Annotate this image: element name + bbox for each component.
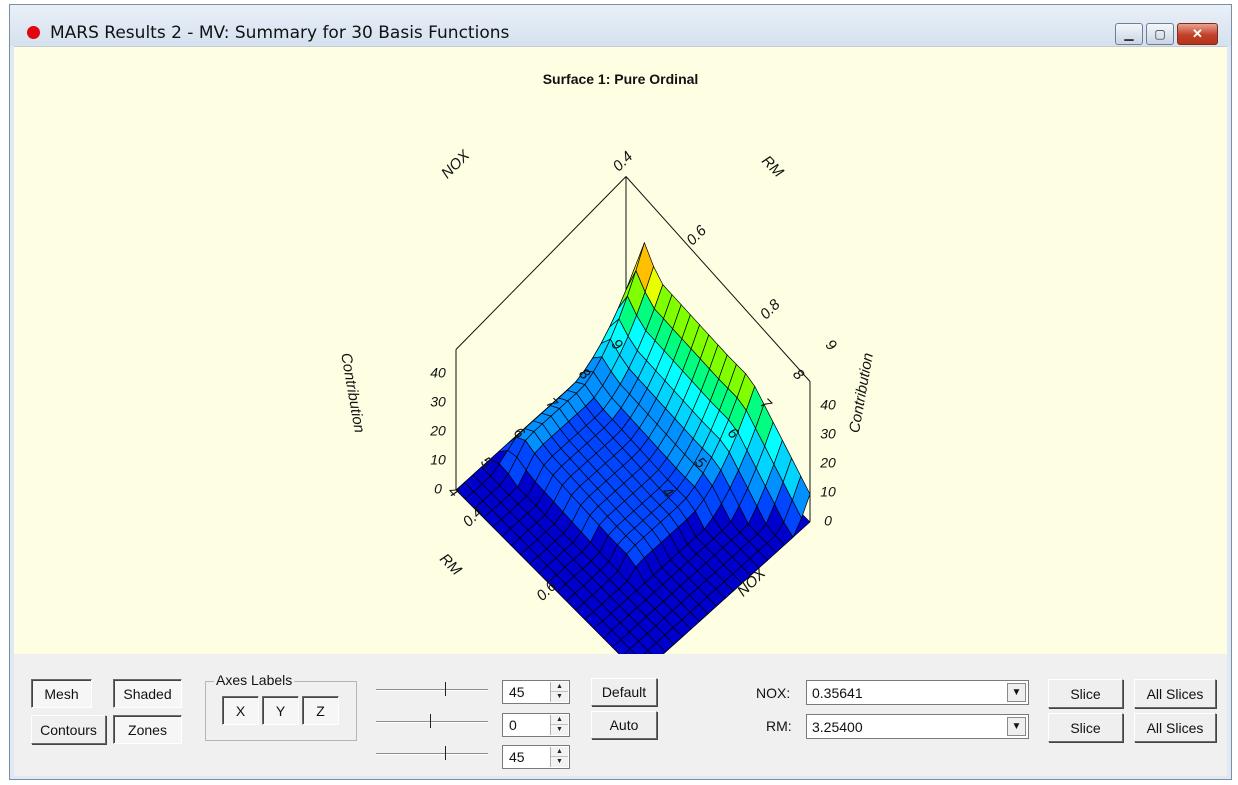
- dropdown-arrow-icon[interactable]: ▼: [1007, 717, 1026, 736]
- contribution-axis-label-right: Contribution: [846, 352, 877, 435]
- rotation-value-1: 45: [509, 684, 525, 700]
- rotation-value-2: 0: [509, 717, 517, 733]
- contribution-tick-label: 10: [430, 452, 446, 468]
- minimize-button[interactable]: ▁: [1115, 23, 1143, 45]
- rm-tick-label-top: 8: [789, 366, 807, 384]
- rm-select[interactable]: 3.25400 ▼: [806, 714, 1029, 739]
- surface-cell: [611, 639, 631, 655]
- surface-cell: [629, 640, 649, 655]
- rotation-spinner-2[interactable]: 0 ▲ ▼: [502, 713, 570, 737]
- rotation-spinner-1[interactable]: 45 ▲ ▼: [502, 680, 570, 704]
- axis-z-toggle[interactable]: Z: [302, 696, 339, 725]
- rotation-slider-2-thumb[interactable]: [430, 714, 431, 728]
- contribution-tick-label-right: 40: [820, 397, 836, 413]
- nox-axis-label-top: NOX: [438, 146, 474, 182]
- rotation-value-3: 45: [509, 749, 525, 765]
- nox-slice-button[interactable]: Slice: [1048, 679, 1123, 708]
- nox-value: 0.35641: [812, 685, 863, 701]
- app-icon: [27, 26, 40, 39]
- rm-axis-label-top: RM: [758, 152, 787, 181]
- surface-cell: [622, 648, 637, 655]
- surface-plot[interactable]: 0.40.40.60.60.80.84455667788990010102020…: [14, 47, 1227, 655]
- axis-y-toggle[interactable]: Y: [262, 696, 299, 725]
- maximize-button[interactable]: ▢: [1146, 23, 1174, 45]
- nox-select[interactable]: 0.35641 ▼: [806, 680, 1029, 705]
- rm-tick-label-top: 9: [822, 336, 840, 354]
- spin-up-arrow-icon[interactable]: ▲: [551, 682, 568, 692]
- nox-label: NOX:: [756, 685, 791, 701]
- surface-mesh: [455, 241, 811, 655]
- mars-results-window: MARS Results 2 - MV: Summary for 30 Basi…: [9, 4, 1232, 780]
- control-panel: Mesh Shaded Contours Zones Axes Labels X…: [14, 654, 1227, 776]
- contribution-tick-label-right: 30: [820, 426, 836, 442]
- rm-value: 3.25400: [812, 719, 863, 735]
- contribution-tick-label: 0: [434, 481, 442, 497]
- surface-cell: [647, 642, 667, 655]
- dropdown-arrow-icon[interactable]: ▼: [1007, 683, 1026, 702]
- nox-tick-label-top: 0.8: [757, 296, 784, 323]
- contribution-tick-label: 20: [429, 423, 446, 439]
- title-bar[interactable]: MARS Results 2 - MV: Summary for 30 Basi…: [10, 5, 1231, 46]
- shaded-button[interactable]: Shaded: [113, 679, 182, 708]
- rotation-spinner-3[interactable]: 45 ▲ ▼: [502, 745, 570, 769]
- axis-line: [625, 176, 811, 382]
- rotation-slider-2-track[interactable]: [376, 721, 488, 723]
- spin-down-arrow-icon[interactable]: ▼: [551, 725, 568, 735]
- contours-button[interactable]: Contours: [31, 715, 106, 744]
- close-button[interactable]: ✕: [1177, 23, 1218, 45]
- contribution-tick-label: 40: [430, 365, 446, 381]
- contribution-axis-label: Contribution: [337, 352, 368, 435]
- rm-all-slices-button[interactable]: All Slices: [1134, 713, 1216, 742]
- nox-all-slices-button[interactable]: All Slices: [1134, 679, 1216, 708]
- spin-up-arrow-icon[interactable]: ▲: [551, 715, 568, 725]
- rotation-slider-3-thumb[interactable]: [445, 746, 446, 760]
- contribution-tick-label-right: 20: [819, 455, 836, 471]
- rm-slice-button[interactable]: Slice: [1048, 713, 1123, 742]
- auto-button[interactable]: Auto: [591, 711, 657, 739]
- mesh-button[interactable]: Mesh: [31, 679, 92, 708]
- axis-x-toggle[interactable]: X: [222, 696, 259, 725]
- contribution-tick-label: 30: [430, 394, 446, 410]
- axis-line: [455, 176, 627, 350]
- spin-down-arrow-icon[interactable]: ▼: [551, 692, 568, 702]
- nox-tick-label-top: 0.4: [610, 148, 637, 175]
- axes-box: [455, 176, 811, 522]
- nox-tick-label: 0.8: [607, 651, 634, 655]
- chart-title: Surface 1: Pure Ordinal: [542, 71, 699, 87]
- spin-up-arrow-icon[interactable]: ▲: [551, 747, 568, 757]
- zones-button[interactable]: Zones: [113, 715, 182, 744]
- rm-label: RM:: [766, 718, 792, 734]
- default-button[interactable]: Default: [591, 678, 657, 706]
- plot-area: Surface 1: Pure Ordinal 0.40.40.60.60.80…: [14, 46, 1227, 655]
- rotation-slider-3-track[interactable]: [376, 753, 488, 755]
- window-title: MARS Results 2 - MV: Summary for 30 Basi…: [50, 23, 510, 43]
- contribution-tick-label-right: 0: [824, 513, 832, 529]
- spin-down-arrow-icon[interactable]: ▼: [551, 757, 568, 767]
- surface-cell: [642, 650, 653, 655]
- axes-labels-caption: Axes Labels: [214, 672, 295, 688]
- rotation-slider-1-thumb[interactable]: [445, 682, 446, 696]
- contribution-tick-label-right: 10: [820, 484, 836, 500]
- rotation-slider-1-track[interactable]: [376, 689, 488, 691]
- rm-axis-label: RM: [436, 550, 465, 579]
